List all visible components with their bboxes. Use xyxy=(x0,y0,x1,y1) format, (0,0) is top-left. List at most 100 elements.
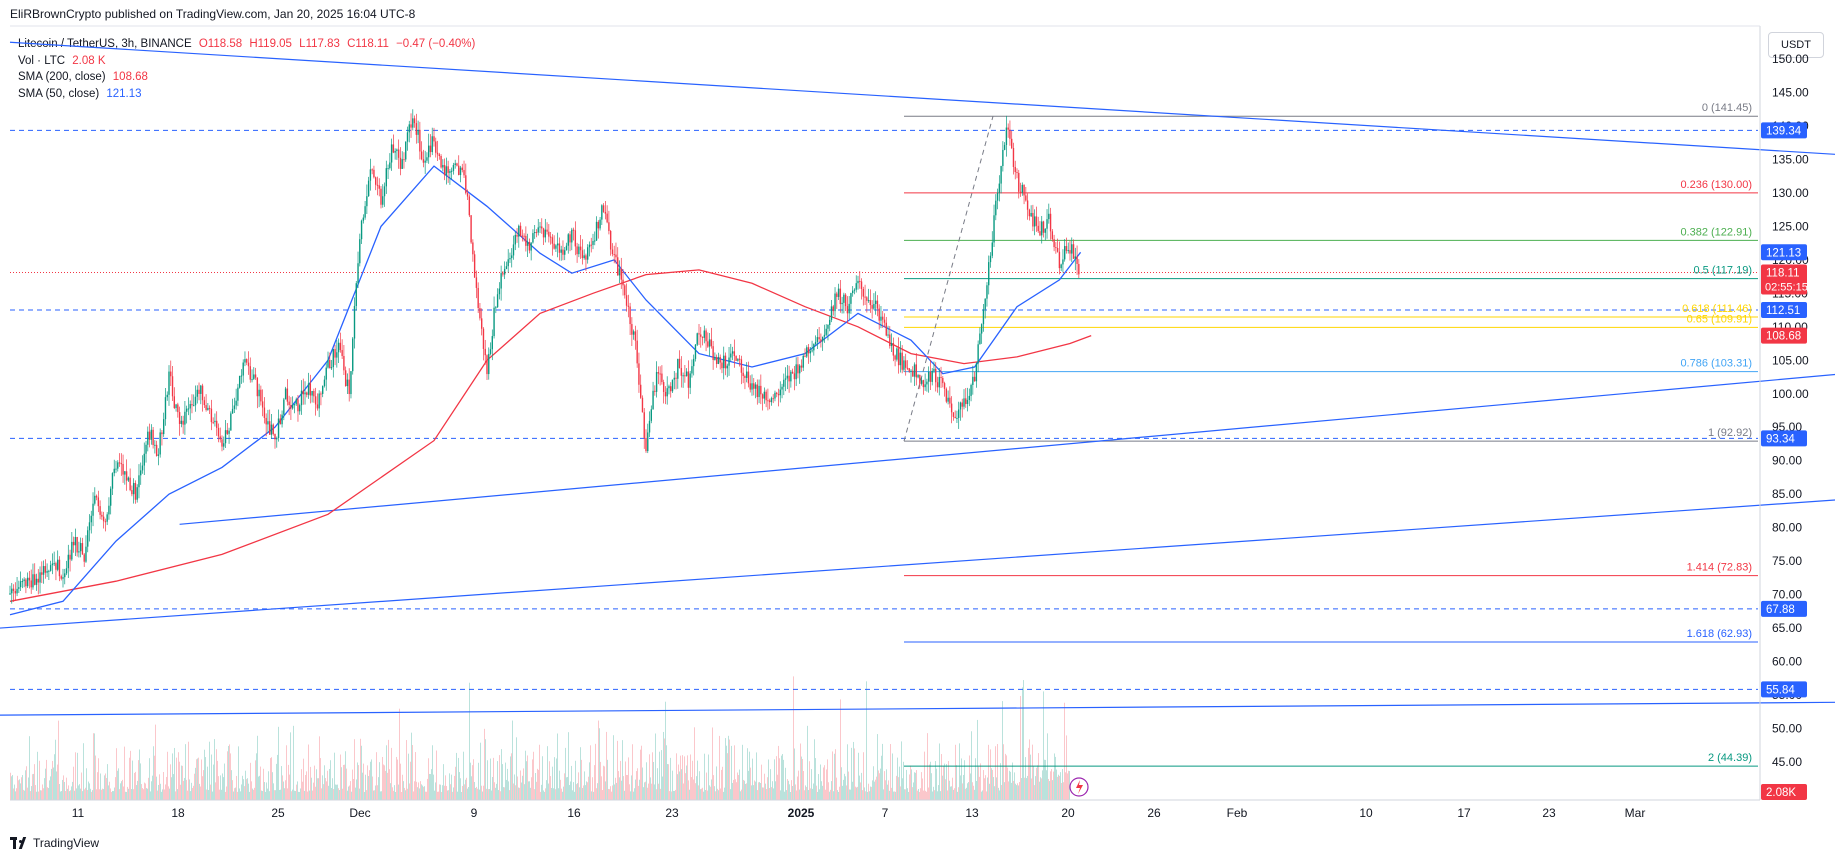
candle-body xyxy=(233,405,236,409)
volume-bar xyxy=(332,778,333,800)
candle-body xyxy=(687,371,690,388)
volume-bar xyxy=(854,748,855,800)
volume-bar xyxy=(353,779,354,800)
candle-body xyxy=(779,389,781,396)
trend-line[interactable] xyxy=(9,41,1835,159)
candle-body xyxy=(479,308,481,319)
volume-bar xyxy=(987,777,988,800)
volume-bar xyxy=(653,761,654,800)
candle-body xyxy=(173,396,175,409)
volume-bar xyxy=(321,788,322,800)
volume-bar xyxy=(39,760,40,800)
volume-bar xyxy=(950,786,951,800)
volume-bar xyxy=(170,764,171,800)
volume-bar xyxy=(22,775,23,800)
volume-bar xyxy=(800,743,801,800)
candle-body xyxy=(1071,244,1073,254)
tradingview-brand[interactable]: TradingView xyxy=(10,836,99,850)
candle-body xyxy=(376,184,379,186)
volume-bar xyxy=(538,769,539,800)
price-axis[interactable]: 150.00145.00140.00135.00130.00125.00120.… xyxy=(10,25,1809,801)
volume-bar xyxy=(903,761,904,800)
volume-bar xyxy=(37,751,38,800)
candle-body xyxy=(65,568,68,574)
volume-bar xyxy=(823,767,824,800)
fib-trend-line[interactable] xyxy=(903,116,994,442)
candle-body xyxy=(936,382,939,388)
candle-body xyxy=(537,227,539,233)
candle-body xyxy=(643,412,645,438)
candle-body xyxy=(382,196,384,205)
volume-bar xyxy=(392,787,393,800)
volume-bar xyxy=(273,783,274,800)
volume-bar xyxy=(692,760,693,800)
volume-bar xyxy=(900,786,901,800)
volume-bar xyxy=(785,767,786,800)
volume-bar xyxy=(513,783,514,800)
currency-selector[interactable]: USDT xyxy=(1768,32,1824,58)
symbol-name[interactable]: Litecoin / TetherUS, 3h, BINANCE xyxy=(18,38,192,50)
volume-bar xyxy=(814,739,815,800)
candle-body xyxy=(624,285,626,296)
legend-sma50-row[interactable]: SMA (50, close) 121.13 xyxy=(18,86,475,103)
candle-body xyxy=(827,325,829,329)
volume-bar xyxy=(190,791,191,800)
volume-bar xyxy=(623,776,624,800)
volume-bar xyxy=(51,768,52,800)
candle-body xyxy=(205,405,207,410)
fib-level-label: 0.236 (130.00) xyxy=(1680,179,1752,191)
volume-bar xyxy=(105,773,106,800)
candle-body xyxy=(618,268,621,276)
volume-bar xyxy=(993,777,994,800)
candle-body xyxy=(876,300,879,309)
candle-body xyxy=(276,437,278,440)
candle-body xyxy=(256,377,259,397)
candle-body xyxy=(786,375,789,379)
fibonacci-retracement[interactable]: 0 (141.45)0.236 (130.00)0.382 (122.91)0.… xyxy=(903,102,1758,767)
legend-volume-row[interactable]: Vol · LTC 2.08 K xyxy=(18,53,475,70)
volume-bar xyxy=(499,755,500,800)
volume-bar xyxy=(985,775,986,800)
candle-body xyxy=(9,593,11,595)
time-axis[interactable]: 11 18 25 Dec 9 16 23 2025 7 13 20 26 Feb 10 17 23 Mar xyxy=(72,806,1646,820)
legend-symbol-row: Litecoin / TetherUS, 3h, BINANCE O118.58… xyxy=(18,36,475,53)
trend-lines[interactable] xyxy=(0,41,1835,716)
trend-line[interactable] xyxy=(179,367,1835,525)
volume-bar xyxy=(288,764,289,800)
volume-bar xyxy=(261,790,262,800)
volume-bar xyxy=(736,782,737,800)
volume-bar xyxy=(200,786,201,800)
volume-bar xyxy=(926,791,927,800)
volume-bar xyxy=(489,788,490,800)
volume-bar xyxy=(18,780,19,800)
candle-body xyxy=(615,254,617,258)
candle-body xyxy=(177,404,179,413)
volume-bar xyxy=(753,785,754,800)
volume-bar xyxy=(678,764,679,800)
x-tick-label: 26 xyxy=(1147,806,1161,820)
volume-bar xyxy=(154,755,155,800)
volume-bar xyxy=(996,777,997,800)
alert-icon[interactable] xyxy=(1069,777,1089,797)
volume-bar xyxy=(269,791,270,800)
candle-body xyxy=(101,514,103,517)
volume-bar xyxy=(790,791,791,800)
trend-line[interactable] xyxy=(0,494,1835,629)
volume-bar xyxy=(240,791,241,800)
volume-bar xyxy=(783,759,784,800)
candle-body xyxy=(913,364,916,377)
candle-body xyxy=(874,300,877,304)
trend-line[interactable] xyxy=(0,701,1835,716)
candle-body xyxy=(433,136,435,142)
candle-body xyxy=(576,246,578,255)
volume-bar xyxy=(122,779,123,800)
volume-bar xyxy=(271,757,272,800)
candle-body xyxy=(161,432,163,435)
candle-body xyxy=(99,506,101,515)
candle-body xyxy=(813,344,815,351)
candle-body xyxy=(608,222,610,231)
legend-sma200-row[interactable]: SMA (200, close) 108.68 xyxy=(18,69,475,86)
volume-bar xyxy=(488,789,489,800)
volume-bar xyxy=(1062,769,1063,800)
